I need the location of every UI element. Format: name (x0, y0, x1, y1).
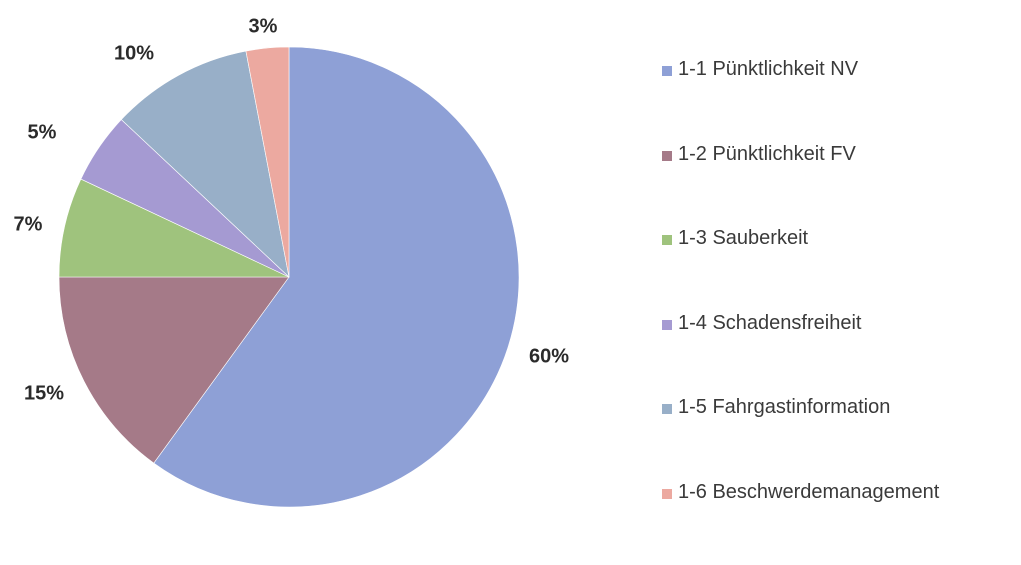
slice-data-label: 10% (114, 42, 154, 64)
slice-data-label: 5% (28, 121, 57, 143)
legend-swatch (662, 66, 672, 76)
legend-swatch (662, 488, 672, 499)
legend-label: 1-1 Pünktlichkeit NV (678, 58, 859, 80)
slice-data-label: 60% (529, 345, 569, 367)
slice-data-label: 7% (14, 213, 43, 235)
pie-chart-plot: 60% 15% 7% 5% 10% 3% (14, 15, 569, 508)
legend-label: 1-4 Schadensfreiheit (678, 311, 862, 334)
legend-label: 1-6 Beschwerdemanagement (678, 480, 940, 503)
legend-label: 1-5 Fahrgastinformation (678, 396, 891, 418)
legend-swatch (662, 404, 672, 414)
legend-swatch (662, 235, 672, 245)
legend-label: 1-3 Sauberkeit (678, 227, 809, 249)
pie-slice (245, 46, 290, 278)
pie-chart: 60% 15% 7% 5% 10% 3% 1-1 Pünktlichkeit NV 1-2… (14, 15, 940, 508)
legend-swatch (662, 150, 672, 161)
pie-slice (120, 50, 290, 278)
legend-swatch (662, 319, 672, 330)
slice-data-label: 15% (24, 382, 64, 404)
legend-label: 1-2 Pünktlichkeit FV (678, 142, 856, 165)
slice-data-label: 3% (249, 15, 278, 37)
pie-slice (58, 276, 290, 464)
pie-slice (58, 178, 290, 278)
pie-slice (153, 46, 520, 508)
